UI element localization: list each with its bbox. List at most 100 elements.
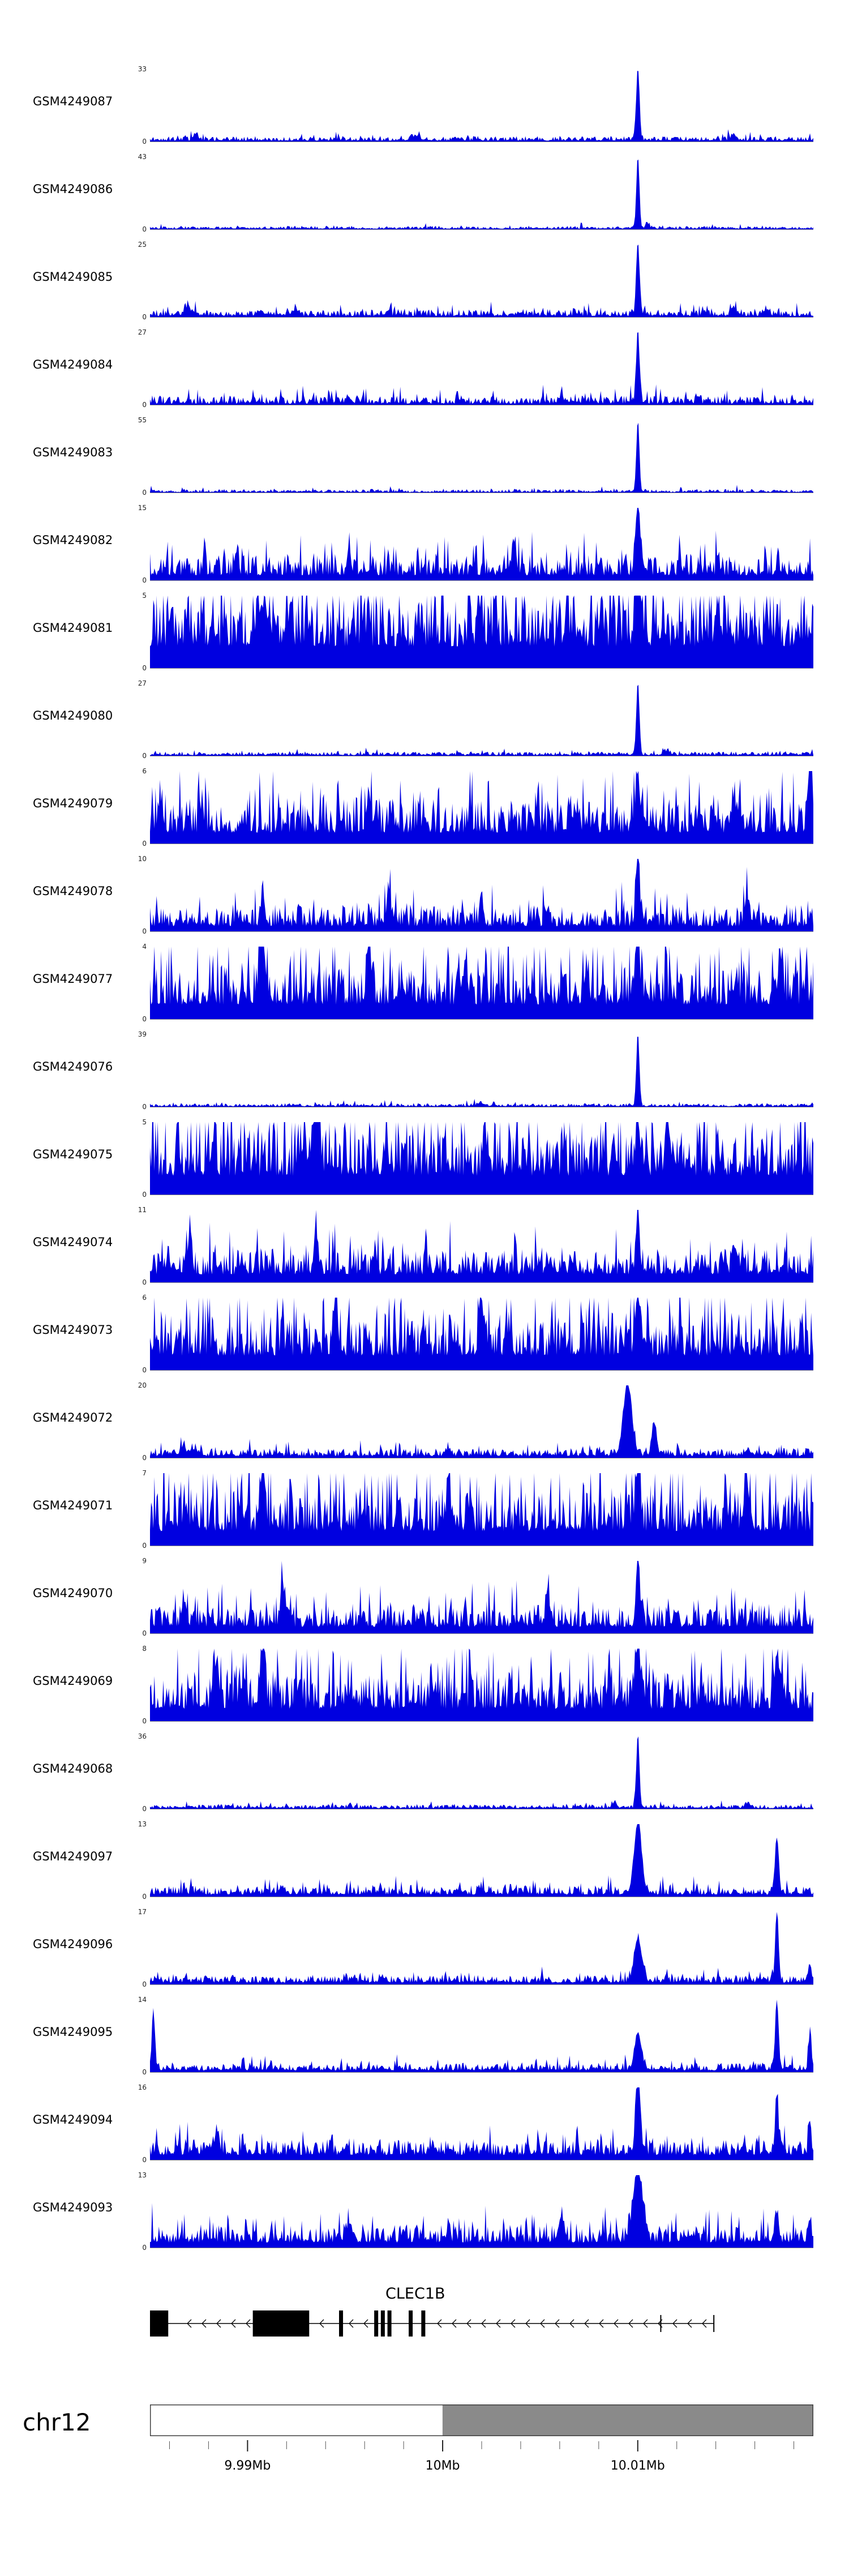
sample-accession-label: GSM4249076 bbox=[33, 1060, 113, 1073]
ruler-tick-label: 10.01Mb bbox=[611, 2459, 665, 2473]
minus-strand-arrow-icon bbox=[540, 2319, 545, 2328]
chromosome-label: chr12 bbox=[23, 2408, 91, 2436]
signal-plot-area: 39 0 bbox=[138, 1030, 813, 1111]
gene-model-track bbox=[150, 2310, 715, 2337]
y-axis-max-label: 13 bbox=[138, 2171, 147, 2179]
coverage-area-path bbox=[150, 2175, 813, 2248]
exon-box bbox=[387, 2310, 392, 2337]
minus-strand-arrow-icon bbox=[569, 2319, 574, 2328]
sample-accession-label: GSM4249081 bbox=[33, 621, 113, 635]
signal-plot-area: 20 0 bbox=[138, 1381, 813, 1462]
coverage-track-row: GSM4249069 8 0 bbox=[0, 1633, 849, 1725]
coverage-area-path bbox=[150, 1912, 813, 1984]
coverage-track-row: GSM4249083 55 0 bbox=[0, 405, 849, 497]
coverage-signal bbox=[150, 771, 813, 844]
coverage-area-path bbox=[150, 2000, 813, 2072]
coverage-area-path bbox=[150, 1122, 813, 1195]
coverage-area-path bbox=[150, 1385, 813, 1458]
minus-strand-arrow-icon bbox=[187, 2319, 192, 2328]
coverage-track-row: GSM4249070 9 0 bbox=[0, 1546, 849, 1637]
y-axis-max-label: 11 bbox=[138, 1206, 147, 1214]
coverage-signal bbox=[150, 1824, 813, 1897]
sample-accession-label: GSM4249073 bbox=[33, 1323, 113, 1337]
y-axis-max-label: 27 bbox=[138, 328, 147, 336]
sample-accession-label: GSM4249072 bbox=[33, 1411, 113, 1424]
minus-strand-arrow-icon bbox=[672, 2319, 678, 2328]
sample-accession-label: GSM4249075 bbox=[33, 1148, 113, 1161]
coverage-area-path bbox=[150, 1561, 813, 1633]
signal-plot-area: 16 0 bbox=[138, 2083, 813, 2164]
y-axis-min-label: 0 bbox=[142, 1366, 147, 1374]
coverage-track-row: GSM4249076 39 0 bbox=[0, 1019, 849, 1111]
y-axis-max-label: 5 bbox=[142, 1118, 147, 1126]
exon-box bbox=[409, 2310, 413, 2337]
minus-strand-arrow-icon bbox=[599, 2319, 604, 2328]
minus-strand-arrow-icon bbox=[466, 2319, 471, 2328]
exon-box bbox=[380, 2310, 385, 2337]
exon-box bbox=[252, 2310, 310, 2337]
coverage-signal bbox=[150, 1473, 813, 1546]
coverage-track-row: GSM4249087 33 0 bbox=[0, 54, 849, 146]
signal-plot-area: 14 0 bbox=[138, 1996, 813, 2076]
minus-strand-arrow-icon bbox=[584, 2319, 589, 2328]
sample-accession-label: GSM4249069 bbox=[33, 1674, 113, 1688]
sample-accession-label: GSM4249078 bbox=[33, 884, 113, 898]
y-axis-max-label: 14 bbox=[138, 1996, 147, 2004]
coverage-area-path bbox=[150, 684, 813, 756]
y-axis-max-label: 16 bbox=[138, 2083, 147, 2091]
coverage-area-path bbox=[150, 71, 813, 142]
coverage-signal bbox=[150, 332, 813, 405]
minus-strand-arrow-icon bbox=[687, 2319, 692, 2328]
coordinate-ruler: 9.99Mb 10Mb 10.01Mb bbox=[169, 2440, 795, 2473]
y-axis-min-label: 0 bbox=[142, 576, 147, 584]
y-axis-min-label: 0 bbox=[142, 1717, 147, 1725]
chromosome-ideogram bbox=[150, 2404, 813, 2436]
coverage-signal bbox=[150, 2087, 813, 2160]
minus-strand-arrow-icon bbox=[628, 2319, 633, 2328]
coverage-signal bbox=[150, 684, 813, 756]
coverage-track-row: GSM4249075 5 0 bbox=[0, 1107, 849, 1199]
exon-box bbox=[374, 2310, 379, 2337]
sample-accession-label: GSM4249082 bbox=[33, 533, 113, 547]
coverage-signal bbox=[150, 1037, 813, 1107]
coverage-area-path bbox=[150, 859, 813, 931]
coverage-track-row: GSM4249074 11 0 bbox=[0, 1195, 849, 1286]
coverage-signal bbox=[150, 1122, 813, 1195]
y-axis-min-label: 0 bbox=[142, 1454, 147, 1462]
signal-plot-area: 6 0 bbox=[142, 767, 813, 848]
coverage-area-path bbox=[150, 596, 813, 668]
sample-accession-label: GSM4249097 bbox=[33, 1850, 113, 1863]
signal-plot-area: 27 0 bbox=[138, 328, 813, 409]
coverage-track-row: GSM4249079 6 0 bbox=[0, 756, 849, 848]
y-axis-min-label: 0 bbox=[142, 1191, 147, 1199]
minus-strand-arrow-icon bbox=[216, 2319, 221, 2328]
signal-plot-area: 11 0 bbox=[138, 1206, 813, 1286]
coverage-signal bbox=[150, 1385, 813, 1458]
coverage-track-row: GSM4249093 13 0 bbox=[0, 2160, 849, 2252]
coverage-signal bbox=[150, 596, 813, 668]
exon-box bbox=[339, 2310, 344, 2337]
y-axis-max-label: 43 bbox=[138, 153, 147, 161]
chromosome-outline bbox=[150, 2404, 813, 2436]
y-axis-min-label: 0 bbox=[142, 1542, 147, 1550]
sample-accession-label: GSM4249086 bbox=[33, 182, 113, 196]
y-axis-max-label: 15 bbox=[138, 504, 147, 512]
sample-accession-label: GSM4249085 bbox=[33, 270, 113, 284]
signal-plot-area: 10 0 bbox=[138, 855, 813, 935]
coverage-area-path bbox=[150, 1736, 813, 1809]
signal-plot-area: 13 0 bbox=[138, 2171, 813, 2252]
signal-plot-area: 55 0 bbox=[138, 416, 813, 497]
coverage-track-row: GSM4249084 27 0 bbox=[0, 317, 849, 409]
minus-strand-arrow-icon bbox=[201, 2319, 207, 2328]
signal-plot-area: 27 0 bbox=[138, 679, 813, 760]
coverage-track-row: GSM4249095 14 0 bbox=[0, 1984, 849, 2076]
coverage-area-path bbox=[150, 947, 813, 1019]
coverage-signal bbox=[150, 1912, 813, 1984]
coverage-track-row: GSM4249081 5 0 bbox=[0, 580, 849, 672]
y-axis-min-label: 0 bbox=[142, 752, 147, 760]
ruler-tick-label: 9.99Mb bbox=[224, 2459, 271, 2473]
coverage-signal bbox=[150, 859, 813, 931]
coverage-signal bbox=[150, 422, 813, 493]
sample-accession-label: GSM4249070 bbox=[33, 1586, 113, 1600]
